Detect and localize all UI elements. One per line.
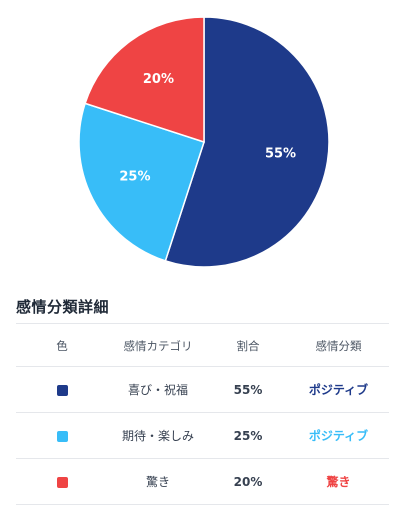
header-category: 感情カテゴリ xyxy=(108,326,208,367)
slice-label-3: 20% xyxy=(143,72,174,87)
percent-cell: 20% xyxy=(208,458,288,505)
color-cell xyxy=(16,366,108,413)
classification-cell: ポジティブ xyxy=(288,366,389,413)
slice-label-1: 55% xyxy=(265,147,296,162)
color-swatch xyxy=(56,476,68,488)
color-cell xyxy=(16,458,108,505)
header-color: 色 xyxy=(16,326,108,367)
classification-cell: ポジティブ xyxy=(288,412,389,459)
emotion-detail-table: 色 感情カテゴリ 割合 感情分類 喜び・祝福 55% ポジティブ 期待・楽しみ … xyxy=(16,326,389,505)
pie-slice-2 xyxy=(78,102,205,262)
category-cell: 驚き xyxy=(108,458,208,505)
table-row: 期待・楽しみ 25% ポジティブ xyxy=(16,412,389,459)
table-row: 驚き 20% 驚き xyxy=(16,458,389,505)
color-swatch xyxy=(56,384,68,396)
header-classification: 感情分類 xyxy=(288,326,389,367)
header-percent: 割合 xyxy=(208,326,288,367)
color-cell xyxy=(16,412,108,459)
pie-slice-1 xyxy=(164,16,330,268)
percent-cell: 55% xyxy=(208,366,288,413)
percent-cell: 25% xyxy=(208,412,288,459)
classification-cell: 驚き xyxy=(288,458,389,505)
color-swatch xyxy=(56,430,68,442)
category-cell: 喜び・祝福 xyxy=(108,366,208,413)
category-cell: 期待・楽しみ xyxy=(108,412,208,459)
pie-chart-svg: 55% 25% 20% xyxy=(78,16,330,268)
section-title: 感情分類詳細 xyxy=(16,298,110,316)
slice-label-2: 25% xyxy=(119,170,150,185)
pie-slice-3 xyxy=(84,16,205,144)
title-divider xyxy=(16,323,389,324)
table-row: 喜び・祝福 55% ポジティブ xyxy=(16,366,389,413)
table-header-row: 色 感情カテゴリ 割合 感情分類 xyxy=(16,326,389,367)
pie-chart: 55% 25% 20% xyxy=(78,16,330,268)
